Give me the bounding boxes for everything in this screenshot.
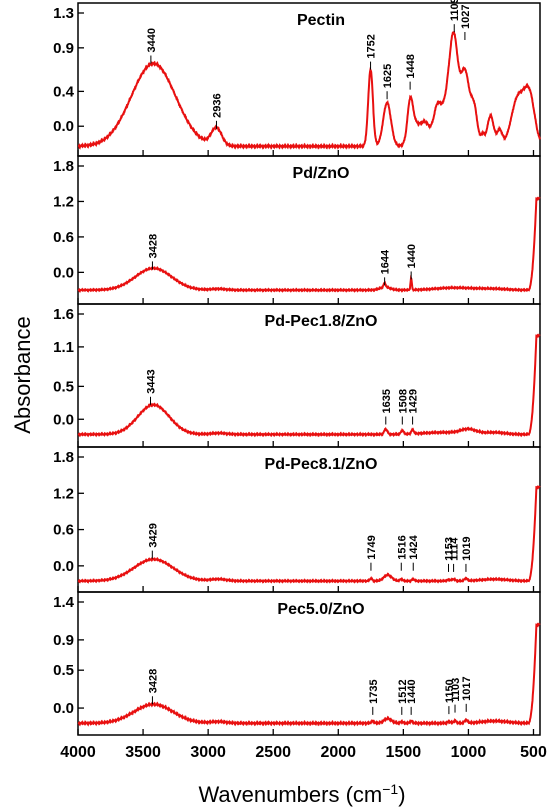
peak-label: 3428: [147, 234, 159, 258]
y-tick-label: 0.0: [53, 558, 74, 575]
peak-label: 1635: [381, 389, 393, 413]
peak-label: 1109: [449, 0, 461, 21]
spectrum-line: [77, 30, 541, 150]
y-tick-label: 1.8: [53, 449, 74, 466]
y-tick-label: 0.5: [53, 378, 74, 395]
peak-label: 1440: [406, 679, 418, 703]
x-tick-label: 2000: [320, 744, 356, 761]
peak-label: 1150: [444, 679, 456, 703]
y-tick-label: 1.3: [53, 5, 74, 22]
y-tick-label: 1.2: [53, 193, 74, 210]
spectrum-line: [77, 485, 541, 584]
spectrum-line: [77, 333, 541, 438]
peak-label: 1017: [461, 676, 473, 700]
peak-label: 1019: [461, 536, 473, 560]
panel-title: Pectin: [297, 12, 345, 29]
peak-label: 3440: [146, 28, 158, 52]
peak-label: 1625: [382, 64, 394, 88]
panel-title: Pd-Pec1.8/ZnO: [265, 313, 378, 330]
x-tick-label: 2500: [255, 744, 291, 761]
panel-0: 0.0 0.4 0.9 1.3 Pectin 3440 2936 1752 1625 1448 11…: [53, 0, 541, 157]
peak-label: 2936: [211, 93, 223, 117]
panel-title: Pd/ZnO: [293, 165, 350, 182]
chart-panels: 0.0 0.4 0.9 1.3 Pectin 3440 2936 1752 1625 1448 11…: [53, 0, 541, 736]
x-axis-title: Wavenumbers (cm−1): [198, 781, 405, 807]
peak-label: 1749: [366, 535, 378, 559]
y-tick-label: 0.9: [53, 40, 74, 57]
y-tick-label: 0.0: [53, 264, 74, 281]
panel-frame: [77, 591, 541, 736]
x-tick-label: 4000: [60, 744, 96, 761]
y-tick-label: 0.6: [53, 522, 74, 539]
x-axis-title-superscript: −1: [382, 781, 398, 797]
panel-2: 0.0 0.5 1.1 1.6 Pd-Pec1.8/ZnO 3443 1635 1508142…: [53, 303, 541, 448]
x-axis-title-main: Wavenumbers (cm: [198, 782, 382, 807]
y-tick-label: 1.6: [53, 306, 74, 323]
x-tick-label: 500: [520, 744, 547, 761]
peak-label: 3429: [147, 523, 159, 547]
peak-label: 1512: [397, 679, 409, 703]
peak-label: 1027: [460, 5, 472, 29]
y-tick-label: 0.6: [53, 229, 74, 246]
x-tick-label: 3500: [125, 744, 161, 761]
peak-label: 1516: [396, 535, 408, 559]
y-tick-label: 1.4: [53, 594, 75, 611]
peak-label: 3428: [147, 669, 159, 693]
panel-title: Pec5.0/ZnO: [277, 601, 364, 618]
y-axis-title: Absorbance: [10, 316, 35, 433]
peak-label: 1103: [450, 678, 462, 702]
peak-label: 1114: [449, 537, 461, 561]
y-tick-label: 0.4: [53, 83, 75, 100]
y-tick-label: 0.9: [53, 632, 74, 649]
peak-label: 1153: [444, 537, 456, 561]
y-tick-label: 1.1: [53, 339, 74, 356]
y-tick-label: 0.0: [53, 700, 74, 717]
peak-label: 1440: [406, 244, 418, 268]
peak-label: 1448: [405, 54, 417, 78]
y-tick-label: 0.5: [53, 662, 74, 679]
x-tick-label: 1000: [451, 744, 487, 761]
panel-title: Pd-Pec8.1/ZnO: [265, 456, 378, 473]
panel-1: 0.0 0.6 1.2 1.8 Pd/ZnO 3428 1644 1440: [53, 155, 541, 305]
spectrum-line: [77, 196, 541, 294]
peak-label: 1429: [408, 389, 420, 413]
x-axis: 4000 3500 3000 2500 2000 1500 1000 500: [60, 744, 547, 761]
peak-label: 1644: [380, 249, 392, 274]
y-tick-label: 0.0: [53, 118, 74, 135]
peak-label: 3443: [145, 369, 157, 393]
peak-label: 1424: [408, 534, 420, 559]
x-axis-title-suffix: ): [398, 782, 405, 807]
panel-3: 0.0 0.6 1.2 1.8 Pd-Pec8.1/ZnO 3429 1749 1516 142…: [53, 446, 541, 593]
y-tick-label: 0.0: [53, 411, 74, 428]
y-tick-label: 1.8: [53, 158, 74, 175]
peak-label: 1508: [397, 389, 409, 413]
peak-label: 1735: [368, 679, 380, 703]
x-tick-label: 3000: [190, 744, 226, 761]
x-tick-label: 1500: [386, 744, 422, 761]
y-tick-label: 1.2: [53, 485, 74, 502]
spectrum-line: [77, 622, 541, 727]
peak-label: 1752: [366, 34, 378, 58]
